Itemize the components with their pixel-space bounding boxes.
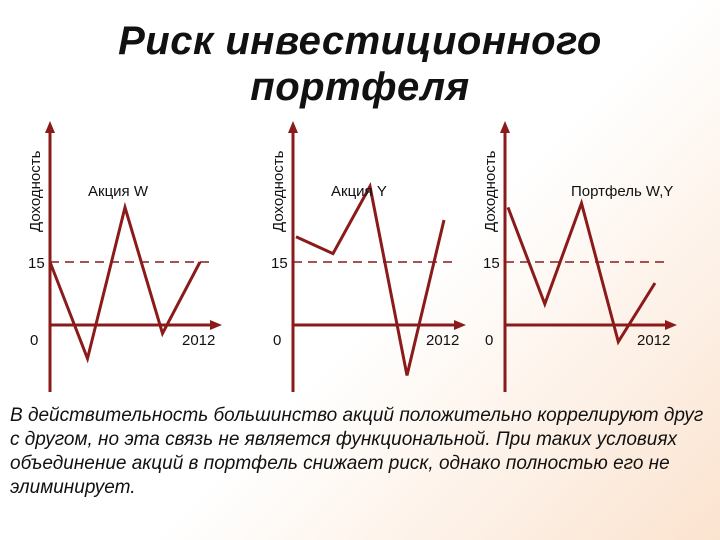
chart-3-series-label: Портфель W,Y (571, 183, 673, 200)
chart-3-x-arrow (665, 320, 677, 330)
chart-3-series-line (506, 198, 657, 346)
chart-2-x-end-label: 2012 (426, 332, 459, 349)
chart-1-x-end-label: 2012 (182, 332, 215, 349)
slide-title: Риск инвестиционного портфеля (0, 18, 720, 110)
chart-2-y-tick-15: 15 (271, 255, 288, 272)
chart-1-series-line (48, 201, 202, 364)
chart-2-y-tick-0: 0 (273, 332, 281, 349)
title-line-1: Риск инвестиционного (118, 19, 602, 63)
chart-2-x-arrow (454, 320, 466, 330)
chart-1-y-tick-15: 15 (28, 255, 45, 272)
title-line-2: портфеля (250, 65, 470, 109)
chart-3-y-tick-15: 15 (483, 255, 500, 272)
chart-2-y-arrow (288, 121, 298, 133)
chart-1-series-label: Акция W (88, 183, 149, 200)
chart-2-series-label: Акция Y (331, 183, 387, 200)
chart-1-y-tick-0: 0 (30, 332, 38, 349)
body-text: В действительность большинство акций пол… (10, 405, 704, 498)
chart-3-x-end-label: 2012 (637, 332, 670, 349)
chart-2-series-line (295, 182, 446, 376)
chart-3-y-axis-label: Доходность (482, 150, 499, 232)
chart-1-y-arrow (45, 121, 55, 133)
chart-2-y-axis-label: Доходность (270, 150, 287, 232)
chart-3-y-arrow (500, 121, 510, 133)
chart-1-x-arrow (210, 320, 222, 330)
chart-3-y-tick-0: 0 (485, 332, 493, 349)
chart-1-y-axis-label: Доходность (27, 150, 44, 232)
